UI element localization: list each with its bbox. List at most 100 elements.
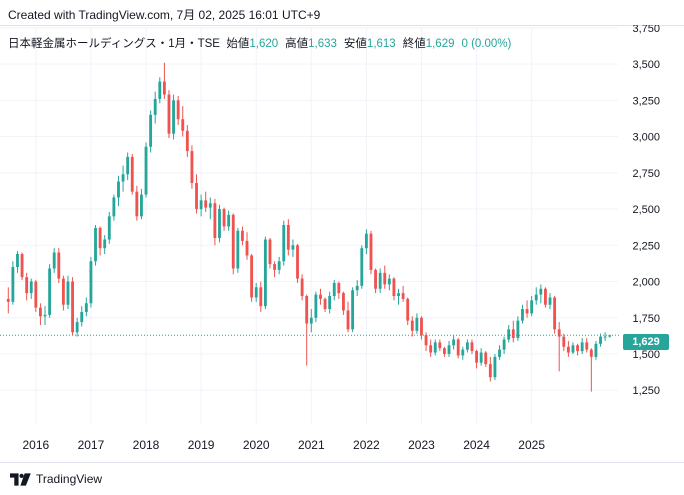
candle-body [149, 114, 153, 147]
candle-body [250, 255, 254, 298]
footer-brand[interactable]: TradingView [10, 470, 102, 488]
candle-body [11, 267, 15, 302]
candle-body [98, 227, 102, 249]
x-tick-label: 2024 [463, 438, 490, 452]
candle-body [420, 317, 423, 336]
candle-body [222, 209, 226, 227]
y-tick-label: 3,000 [632, 132, 660, 144]
created-with-caption: Created with TradingView.com, 7月 02, 202… [8, 8, 321, 22]
y-tick-label: 1,750 [632, 313, 660, 325]
candle-body [364, 233, 368, 249]
candle-body [557, 329, 561, 337]
candle-body [112, 197, 116, 217]
last-price-badge: 1,629 [623, 334, 669, 350]
candle-body [452, 339, 456, 346]
y-tick-label: 1,500 [632, 349, 660, 361]
candle-body [29, 281, 33, 294]
candle-body [167, 94, 171, 134]
candle-body [530, 300, 534, 314]
candle-body [355, 285, 359, 291]
candle-body [548, 297, 552, 305]
symbol-label: 日本軽金属ホールディングス・1月・TSE [8, 38, 220, 50]
candle-body [539, 288, 543, 295]
open-label: 始値 [226, 38, 250, 50]
candle-body [374, 269, 377, 289]
y-tick-label: 3,250 [632, 95, 660, 107]
candlestick-chart[interactable]: 1,250 1,500 1,750 2,000 2,250 2,500 2,750 3,000… [0, 25, 684, 461]
tradingview-brand-text: TradingView [36, 472, 103, 486]
candle-body [392, 278, 396, 297]
y-tick-label: 3,500 [632, 59, 660, 71]
close-label: 終値 [402, 38, 426, 50]
candle-body [576, 345, 579, 352]
candle-body [107, 216, 111, 240]
candle-body [25, 277, 29, 294]
close-value: 1,629 [425, 38, 455, 50]
candle-body [599, 336, 602, 344]
candle-body [227, 214, 231, 227]
candle-body [516, 320, 520, 339]
candle-body [195, 182, 198, 210]
candle-body [181, 119, 185, 131]
candle-body [589, 349, 593, 357]
candle-body [585, 342, 589, 350]
candle-body [57, 252, 61, 279]
candle-body [282, 225, 286, 262]
candle-body [241, 230, 244, 241]
open-value: 1,620 [249, 38, 279, 50]
candle-body [369, 233, 373, 270]
candle-body [332, 282, 336, 297]
x-tick-label: 2022 [353, 438, 380, 452]
candle-body [121, 174, 125, 182]
candle-body [507, 329, 511, 340]
candle-body [383, 272, 387, 285]
change-value: 0 (0.00%) [461, 38, 512, 50]
candle-body [488, 364, 492, 378]
candle-body [424, 335, 428, 346]
high-value: 1,633 [308, 38, 337, 50]
candle-body [323, 298, 327, 310]
candle-body [351, 290, 355, 330]
candle-body [580, 342, 584, 352]
candle-body [296, 245, 299, 279]
candle-body [61, 278, 65, 305]
candle-body [387, 278, 391, 285]
candle-body [213, 203, 217, 239]
candle-body [263, 239, 267, 307]
candle-body [130, 156, 134, 192]
candle-body [447, 345, 451, 354]
candle-body [34, 281, 38, 308]
candle-body [48, 268, 52, 315]
candle-body [328, 296, 332, 310]
y-tick-label: 1,250 [632, 385, 660, 397]
candle-body [204, 200, 208, 208]
y-tick-label: 2,000 [632, 277, 660, 289]
candle-body [135, 191, 139, 217]
candle-body [236, 230, 240, 269]
candle-body [603, 336, 607, 338]
candle-body [360, 248, 364, 286]
candle-body [314, 294, 318, 318]
candle-body [291, 245, 295, 250]
x-tick-label: 2019 [188, 438, 215, 452]
high-label: 高値 [285, 38, 309, 50]
y-tick-label: 2,250 [632, 240, 660, 252]
candle-body [484, 352, 488, 365]
candle-body [140, 194, 143, 217]
candle-body [470, 342, 474, 352]
candle-body [43, 314, 47, 317]
x-tick-label: 2017 [78, 438, 105, 452]
x-tick-label: 2025 [518, 438, 545, 452]
candle-body [286, 225, 290, 250]
candle-body [305, 296, 309, 324]
candle-body [277, 261, 281, 270]
candle-body [534, 294, 538, 301]
candle-body [319, 294, 322, 299]
candle-body [309, 317, 313, 324]
candle-body [199, 200, 203, 210]
y-tick-label: 3,750 [632, 25, 660, 35]
candle-body [562, 336, 566, 347]
candle-body [511, 329, 515, 339]
chart-frame [0, 25, 684, 463]
candle-body [158, 81, 162, 99]
